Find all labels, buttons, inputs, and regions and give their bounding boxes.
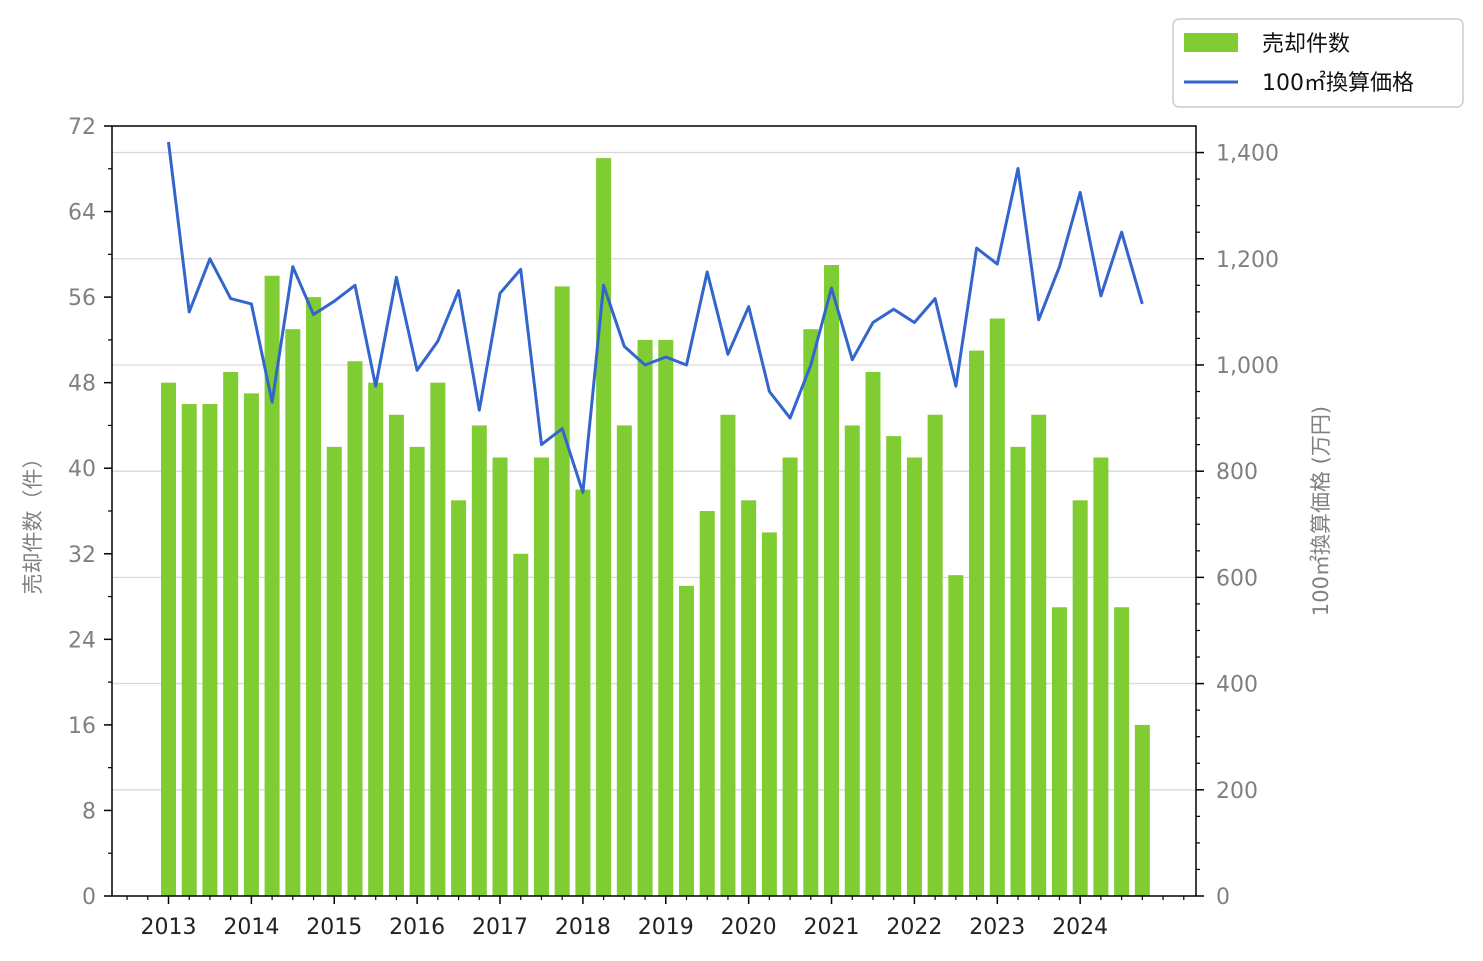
x-tick-label-5: 2018 <box>555 915 611 940</box>
bar-8 <box>326 446 342 896</box>
left-tick-label-2: 16 <box>68 714 96 739</box>
x-tick-label-4: 2017 <box>472 915 528 940</box>
x-tick-label-9: 2022 <box>886 915 942 940</box>
x-tick-label-6: 2019 <box>638 915 694 940</box>
bar-35 <box>886 436 902 896</box>
x-tick-label-11: 2024 <box>1052 915 1108 940</box>
bar-42 <box>1031 414 1047 896</box>
right-axis-title: 100㎡換算価格 (万円) <box>1309 406 1333 616</box>
bar-4 <box>243 393 259 896</box>
bar-38 <box>948 575 964 896</box>
bar-9 <box>347 361 363 896</box>
left-tick-label-0: 0 <box>82 885 96 910</box>
bar-5 <box>264 275 280 896</box>
x-axis: 2013 2014 2015 2016 2017 2018 2019 2020 2021 2022… <box>126 896 1185 940</box>
x-tick-label-7: 2020 <box>721 915 777 940</box>
bar-30 <box>782 457 798 896</box>
bar-37 <box>927 414 943 896</box>
x-tick-label-1: 2014 <box>223 915 279 940</box>
bar-12 <box>409 446 425 896</box>
bar-31 <box>803 329 819 896</box>
left-tick-label-4: 32 <box>68 543 96 568</box>
legend-label-bar: 売却件数 <box>1262 32 1350 57</box>
bar-25 <box>679 585 694 896</box>
left-axis-title: 売却件数（件） <box>21 448 45 595</box>
bar-15 <box>471 425 487 896</box>
left-tick-label-8: 64 <box>68 201 96 226</box>
legend-box <box>1172 18 1464 108</box>
bar-46 <box>1114 607 1130 896</box>
left-tick-label-6: 48 <box>68 372 96 397</box>
bar-47 <box>1134 724 1150 896</box>
x-tick-label-3: 2016 <box>389 915 445 940</box>
bar-18 <box>533 457 549 896</box>
price-line <box>167 141 1144 494</box>
bar-20 <box>575 489 591 896</box>
bar-39 <box>969 350 985 896</box>
bar-40 <box>989 318 1005 896</box>
bar-22 <box>616 425 632 896</box>
left-y-axis: 0 8 16 24 32 40 48 56 64 72 <box>68 115 112 910</box>
left-tick-label-7: 56 <box>68 286 96 311</box>
bar-series <box>161 158 1150 897</box>
bar-1 <box>181 404 197 896</box>
right-tick-label-5: 1,000 <box>1216 354 1279 379</box>
bar-2 <box>202 404 218 896</box>
bar-41 <box>1010 446 1026 896</box>
right-tick-label-1: 200 <box>1216 779 1258 804</box>
bar-26 <box>699 511 715 896</box>
left-tick-label-3: 24 <box>68 628 96 653</box>
right-y-axis: 0 200 400 600 800 1,000 1,200 1,400 <box>1196 142 1279 910</box>
bar-6 <box>285 329 301 896</box>
right-tick-label-6: 1,200 <box>1216 248 1279 273</box>
bar-3 <box>223 371 239 896</box>
legend: 売却件数 100㎡換算価格 <box>1172 18 1464 108</box>
bar-17 <box>513 553 529 896</box>
left-tick-label-9: 72 <box>68 115 96 140</box>
bar-24 <box>658 339 674 896</box>
x-tick-label-8: 2021 <box>804 915 860 940</box>
bar-23 <box>637 339 653 896</box>
bar-27 <box>720 414 736 896</box>
bar-13 <box>430 382 446 897</box>
line-series <box>167 141 1144 494</box>
bar-32 <box>824 265 840 896</box>
right-tick-label-2: 400 <box>1216 673 1258 698</box>
x-tick-label-10: 2023 <box>969 915 1025 940</box>
left-tick-label-5: 40 <box>68 457 96 482</box>
bar-7 <box>306 297 322 897</box>
x-tick-label-2: 2015 <box>306 915 362 940</box>
bar-34 <box>865 371 881 896</box>
bar-45 <box>1093 457 1109 896</box>
bar-16 <box>492 457 508 896</box>
bar-19 <box>554 286 570 897</box>
left-tick-label-1: 8 <box>82 799 96 824</box>
bar-36 <box>906 457 922 896</box>
bar-14 <box>451 500 467 896</box>
right-tick-label-7: 1,400 <box>1216 142 1279 167</box>
bar-11 <box>388 414 404 896</box>
x-tick-label-0: 2013 <box>141 915 197 940</box>
bar-33 <box>844 425 860 896</box>
bar-0 <box>161 382 176 897</box>
legend-label-line: 100㎡換算価格 <box>1262 70 1414 96</box>
bar-43 <box>1051 607 1067 896</box>
bar-29 <box>761 532 777 896</box>
bar-28 <box>741 500 757 896</box>
bar-10 <box>368 382 384 897</box>
right-tick-label-0: 0 <box>1216 885 1230 910</box>
bar-44 <box>1072 500 1088 896</box>
bar-21 <box>596 158 612 897</box>
right-tick-label-3: 600 <box>1216 566 1258 591</box>
right-tick-label-4: 800 <box>1216 460 1258 485</box>
legend-swatch-bar <box>1184 33 1238 52</box>
